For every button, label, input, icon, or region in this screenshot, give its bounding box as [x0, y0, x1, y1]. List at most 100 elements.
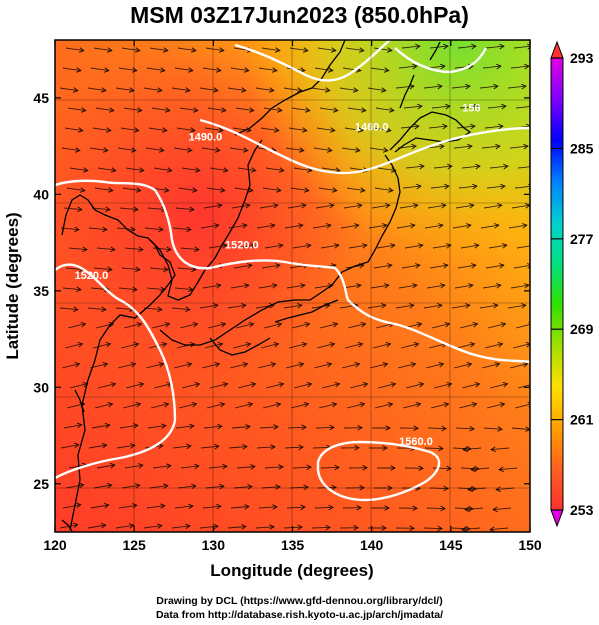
- streamline-arrow: [194, 167, 201, 173]
- streamline-arrow: [298, 147, 305, 153]
- streamline-arrow: [470, 123, 476, 130]
- streamline: [453, 363, 472, 369]
- streamline: [228, 446, 247, 449]
- streamline: [428, 125, 447, 129]
- streamline-arrow: [161, 127, 168, 133]
- streamline-arrow: [243, 283, 250, 289]
- streamline-arrow: [217, 341, 224, 348]
- streamline-arrow: [240, 303, 247, 309]
- streamline-arrow: [192, 321, 199, 328]
- y-tick-label: 40: [33, 186, 49, 202]
- streamline: [321, 167, 340, 172]
- streamline-arrow: [354, 444, 360, 451]
- streamline: [511, 204, 530, 209]
- streamline-arrow: [133, 206, 139, 213]
- streamline-arrow: [72, 522, 79, 529]
- streamline-arrow: [385, 127, 392, 133]
- streamline: [177, 267, 196, 271]
- streamline: [395, 85, 414, 89]
- streamline: [180, 247, 199, 251]
- streamline: [315, 426, 335, 429]
- streamline: [264, 244, 283, 249]
- streamline: [401, 264, 420, 269]
- streamline-arrow: [222, 463, 228, 470]
- streamline: [426, 507, 446, 510]
- streamline: [457, 264, 476, 269]
- streamline: [458, 185, 477, 189]
- streamline-arrow: [415, 43, 421, 50]
- streamline: [510, 65, 529, 69]
- colorbar-tick-label: 261: [570, 412, 594, 428]
- grid-lines: [55, 40, 530, 532]
- streamline: [148, 127, 167, 132]
- streamline: [90, 504, 109, 509]
- streamline: [377, 167, 396, 172]
- streamline: [121, 484, 140, 489]
- streamline: [405, 165, 424, 169]
- streamline: [232, 343, 251, 349]
- streamline-arrow: [74, 226, 80, 233]
- streamline-arrow: [497, 341, 504, 348]
- streamline-arrow: [357, 424, 363, 431]
- streamline: [456, 343, 475, 349]
- streamline: [507, 304, 526, 309]
- contour-label: 156: [462, 102, 480, 114]
- streamline: [258, 67, 277, 72]
- streamline-arrow: [76, 286, 82, 293]
- streamline: [172, 445, 191, 449]
- streamline: [512, 343, 530, 349]
- streamline-arrow: [296, 87, 303, 93]
- streamline-arrow: [418, 465, 424, 471]
- streamline-arrow: [304, 321, 311, 328]
- streamline-arrow: [333, 243, 340, 249]
- streamline-arrow: [380, 87, 387, 93]
- streamline: [316, 127, 335, 132]
- streamline-arrow: [330, 47, 337, 53]
- streamline-arrow: [102, 361, 109, 368]
- streamline: [368, 224, 387, 229]
- streamline-arrow: [275, 401, 282, 408]
- streamline-arrow: [303, 484, 309, 491]
- streamline-arrow: [441, 425, 447, 432]
- streamline-arrow: [531, 382, 536, 387]
- streamline-arrow: [499, 401, 506, 408]
- streamline: [313, 147, 332, 152]
- streamline-arrow: [156, 87, 163, 93]
- streamline-arrow: [100, 522, 107, 529]
- streamline-arrow: [215, 283, 222, 289]
- streamline: [426, 284, 445, 289]
- streamline-arrow: [359, 401, 366, 408]
- streamline-arrow: [110, 381, 117, 388]
- streamline-arrow: [501, 103, 507, 110]
- streamline-arrow: [523, 283, 530, 289]
- streamline-arrow: [134, 47, 141, 53]
- streamline-arrow: [268, 87, 275, 93]
- streamline-arrow: [219, 401, 226, 408]
- streamline: [234, 403, 253, 409]
- streamline-arrow: [334, 464, 340, 471]
- streamline-arrow: [325, 223, 332, 229]
- streamline: [87, 87, 106, 92]
- streamline-arrow: [409, 223, 416, 229]
- streamline-arrow: [163, 401, 170, 408]
- streamline: [96, 464, 115, 469]
- colorbar-tick-label: 277: [570, 231, 594, 247]
- streamline: [93, 484, 112, 489]
- streamline-arrow: [299, 283, 306, 289]
- streamline-arrow: [414, 123, 420, 130]
- streamline: [454, 284, 473, 289]
- streamline: [64, 127, 83, 132]
- contour-label: 1490.0: [189, 131, 223, 143]
- streamline-arrow: [163, 266, 169, 273]
- streamline-arrow: [411, 143, 417, 150]
- streamline: [235, 323, 254, 329]
- streamline-arrow: [301, 424, 307, 431]
- streamline: [349, 383, 368, 389]
- streamline: [119, 424, 138, 429]
- streamline-arrow: [74, 147, 81, 153]
- streamline-arrow: [412, 63, 418, 70]
- streamline-arrow: [110, 167, 117, 173]
- streamline-arrow: [130, 147, 137, 153]
- streamline: [479, 85, 498, 89]
- streamline-arrow: [72, 87, 79, 93]
